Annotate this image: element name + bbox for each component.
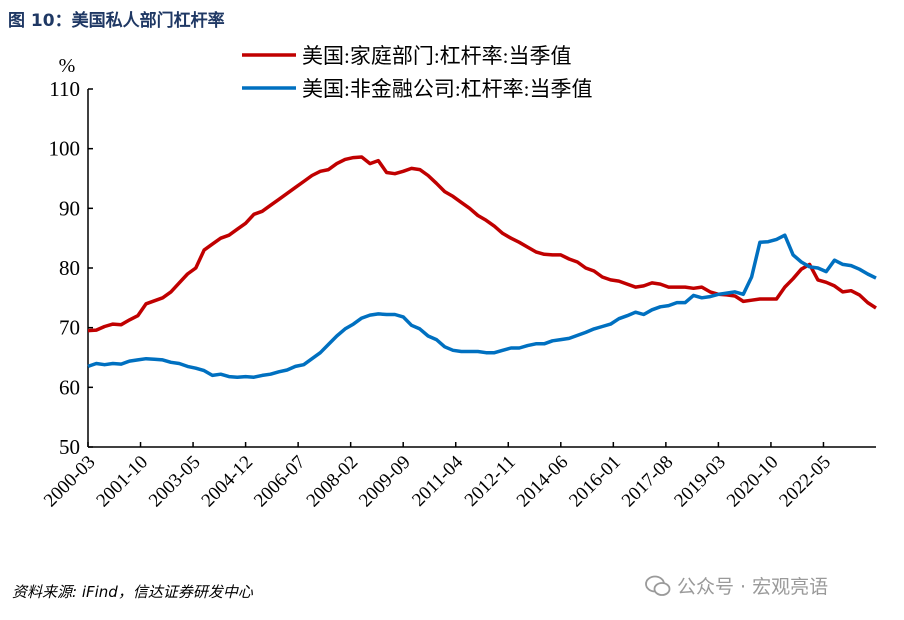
y-tick-label: 50: [59, 435, 80, 459]
x-tick-label: 2009-09: [355, 452, 415, 512]
watermark-text: 公众号 · 宏观亮语: [677, 576, 829, 598]
x-tick-label: 2008-02: [303, 452, 363, 512]
series-line-nonfinancial-corporate: [87, 233, 877, 379]
x-tick-label: 2020-10: [723, 452, 783, 512]
watermark: 公众号 · 宏观亮语: [645, 572, 828, 599]
x-tick-label: 2000-03: [40, 452, 100, 512]
x-tick-label: 2019-03: [670, 452, 730, 512]
y-tick-label: 100: [49, 137, 81, 161]
x-tick-label: 2001-10: [92, 452, 152, 512]
x-tick-label: 2022-05: [775, 452, 835, 512]
y-tick-label: 60: [59, 375, 80, 399]
wechat-icon: [645, 575, 671, 596]
legend-label: 美国:非金融公司:杠杆率:当季值: [302, 77, 593, 101]
x-tick-label: 2016-01: [565, 452, 625, 512]
x-tick-label: 2004-12: [198, 452, 258, 512]
x-tick-label: 2006-07: [250, 452, 310, 512]
x-tick-label: 2011-04: [408, 451, 467, 510]
x-tick-label: 2017-08: [618, 452, 678, 512]
y-unit-label: %: [59, 55, 76, 77]
x-tick-label: 2003-05: [145, 452, 205, 512]
y-tick-label: 70: [59, 316, 80, 340]
y-tick-label: 90: [59, 196, 80, 220]
x-tick-label: 2014-06: [513, 452, 573, 512]
source-note: 资料来源: iFind，信达证券研发中心: [12, 583, 253, 601]
series-line-household: [87, 155, 877, 333]
x-tick-label: 2012-11: [461, 452, 520, 511]
y-tick-label: 80: [59, 256, 80, 280]
figure-title: 图 10：美国私人部门杠杆率: [8, 11, 225, 31]
y-tick-label: 110: [49, 77, 80, 101]
legend-label: 美国:家庭部门:杠杆率:当季值: [302, 44, 572, 68]
